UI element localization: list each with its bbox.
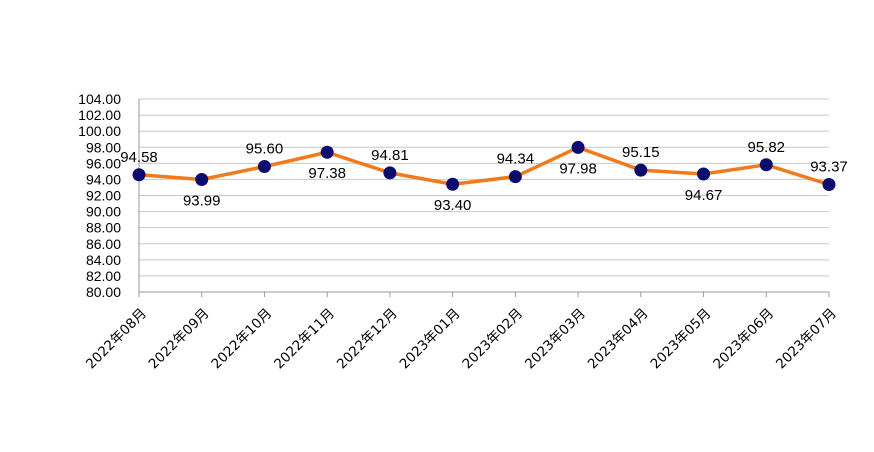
y-tick-label: 96.00 [86, 155, 121, 171]
data-label: 94.34 [497, 151, 535, 168]
data-point-marker [383, 166, 397, 180]
y-tick-labels: 80.0082.0084.0086.0088.0090.0092.0094.00… [78, 91, 121, 300]
y-tick-label: 102.00 [78, 107, 121, 123]
y-tick-label: 86.00 [86, 236, 121, 252]
x-tick-labels: 2022年08月2022年09月2022年10月2022年11月2022年12月… [83, 306, 840, 373]
data-point-marker [759, 158, 773, 172]
y-tick-label: 94.00 [86, 171, 121, 187]
y-tick-label: 92.00 [86, 188, 121, 204]
x-tick-label: 2022年12月 [334, 306, 401, 373]
y-tick-label: 80.00 [86, 284, 121, 300]
data-labels: 94.58 93.99 95.60 97.38 94.81 93.40 94.34 97.98… [120, 139, 848, 214]
data-label: 94.81 [371, 147, 409, 164]
data-label: 95.82 [747, 139, 785, 156]
x-tick-label: 2022年10月 [208, 306, 275, 373]
y-tick-label: 104.00 [78, 91, 121, 107]
x-tick-label: 2023年04月 [585, 306, 652, 373]
data-label: 95.15 [622, 144, 660, 161]
y-tick-label: 84.00 [86, 252, 121, 268]
x-tick-label: 2023年02月 [459, 306, 526, 373]
data-point-marker [446, 177, 460, 191]
series-line [138, 145, 830, 187]
y-tick-label: 90.00 [86, 204, 121, 220]
x-tick-label: 2023年01月 [397, 306, 464, 373]
data-label: 94.67 [685, 187, 723, 204]
data-point-marker [634, 163, 648, 177]
y-tick-label: 82.00 [86, 268, 121, 284]
x-tick-label: 2022年09月 [146, 306, 213, 373]
y-tick-label: 98.00 [86, 139, 121, 155]
x-tick-label: 2023年06月 [710, 306, 777, 373]
y-tick-label: 100.00 [78, 123, 121, 139]
data-markers [132, 140, 836, 191]
data-label: 94.58 [120, 149, 158, 166]
y-tick-label: 88.00 [86, 220, 121, 236]
data-point-marker [320, 145, 334, 159]
data-point-marker [822, 177, 836, 191]
data-label: 93.37 [810, 158, 848, 175]
data-label: 95.60 [246, 141, 284, 158]
gridlines [138, 98, 830, 297]
data-point-marker [195, 172, 209, 186]
data-label: 93.40 [434, 197, 472, 214]
data-point-marker [697, 167, 711, 181]
x-tick-label: 2023年07月 [773, 306, 840, 373]
x-tick-label: 2022年11月 [271, 306, 338, 373]
data-point-marker [132, 168, 146, 182]
data-point-marker [257, 160, 271, 174]
x-tick-label: 2023年05月 [648, 306, 715, 373]
data-point-marker [571, 140, 585, 154]
series-polyline [138, 145, 830, 187]
data-label: 93.99 [183, 192, 221, 209]
data-label: 97.38 [308, 165, 346, 182]
data-label: 97.98 [559, 160, 597, 177]
x-tick-label: 2023年03月 [522, 306, 589, 373]
data-point-marker [508, 170, 522, 184]
x-tick-label: 2022年08月 [83, 306, 150, 373]
